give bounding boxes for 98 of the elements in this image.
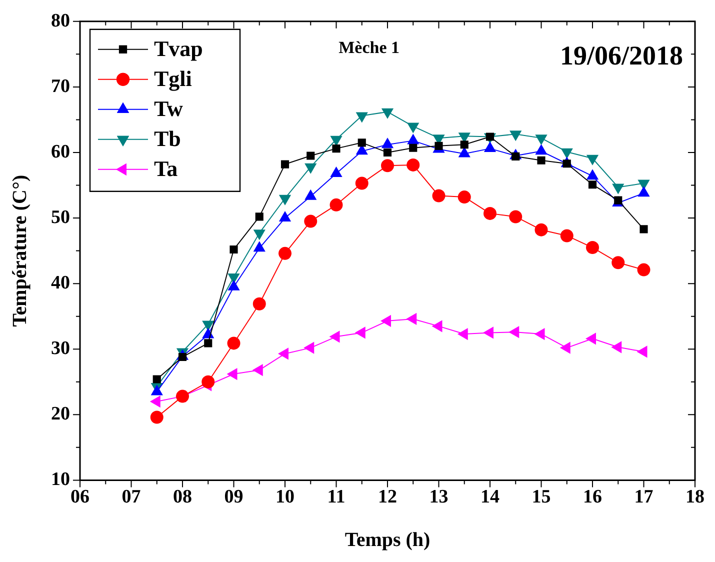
legend-label: Ta [154, 156, 178, 182]
point [278, 348, 288, 360]
point [355, 327, 366, 338]
point [304, 190, 316, 200]
point [586, 241, 599, 254]
point [560, 342, 570, 354]
y-axis-title: Température (C°) [9, 174, 32, 327]
point [176, 390, 189, 403]
point [280, 160, 290, 168]
y-tick-label: 30 [51, 338, 70, 360]
point [330, 330, 340, 342]
point [152, 375, 161, 384]
point [432, 189, 446, 202]
point [588, 180, 597, 189]
legend-label: Tvap [154, 36, 203, 62]
x-tick-label: 17 [634, 486, 654, 508]
point [432, 320, 442, 332]
point [150, 396, 160, 408]
point [383, 148, 392, 157]
x-tick-label: 14 [480, 486, 500, 508]
point [458, 328, 468, 340]
point [586, 332, 596, 344]
x-tick-label: 10 [276, 486, 294, 508]
point [406, 158, 420, 172]
point [509, 326, 520, 338]
point [409, 144, 418, 152]
y-tick-label: 40 [51, 272, 70, 294]
point [204, 339, 212, 348]
point [178, 352, 187, 362]
point [536, 144, 547, 155]
x-axis-title: Temps (h) [344, 529, 430, 552]
point [484, 327, 494, 338]
annotation: 19/06/2018 [560, 40, 683, 70]
point [381, 159, 394, 172]
point [509, 210, 522, 224]
point [637, 346, 648, 358]
point [460, 140, 468, 149]
point [254, 242, 266, 252]
point [304, 342, 314, 354]
point [255, 212, 264, 221]
point [637, 263, 650, 276]
y-tick-label: 70 [51, 76, 70, 97]
point [227, 368, 238, 380]
point [534, 328, 545, 340]
point [230, 245, 238, 254]
point [381, 315, 391, 327]
x-tick-label: 16 [583, 486, 602, 508]
y-tick-label: 80 [51, 10, 70, 32]
point [332, 144, 340, 153]
point [484, 142, 496, 152]
x-tick-label: 15 [532, 486, 551, 508]
point [306, 152, 315, 160]
point [586, 170, 598, 180]
point [406, 313, 417, 325]
legend-label: Tb [154, 126, 181, 152]
x-tick-label: 09 [224, 486, 244, 508]
x-tick-label: 18 [686, 486, 704, 508]
point [486, 132, 494, 141]
point [252, 297, 266, 310]
point [612, 341, 622, 353]
point [150, 410, 164, 424]
point [330, 198, 343, 212]
x-tick-label: 12 [378, 486, 397, 508]
y-tick-label: 60 [51, 141, 70, 162]
y-tick-label: 20 [51, 404, 70, 425]
x-tick-label: 07 [122, 486, 142, 508]
point [382, 138, 394, 148]
point [640, 225, 648, 234]
point [612, 256, 625, 270]
annotation: Mèche 1 [338, 38, 400, 57]
point [458, 190, 471, 204]
point [434, 142, 443, 150]
point [638, 186, 650, 197]
point [484, 206, 496, 220]
point [330, 166, 342, 177]
point [151, 385, 163, 396]
point [228, 280, 240, 290]
x-tick-label: 11 [327, 486, 346, 508]
x-tick-label: 08 [173, 486, 192, 508]
point [227, 336, 240, 350]
legend-label: Tw [154, 96, 184, 122]
point [279, 212, 291, 222]
point [202, 375, 215, 388]
point [278, 246, 292, 260]
point [252, 364, 263, 376]
point [358, 138, 366, 147]
point [407, 134, 419, 144]
y-tick-label: 50 [51, 206, 70, 228]
x-tick-label: 13 [429, 486, 448, 508]
point [355, 176, 368, 190]
y-tick-label: 10 [51, 469, 70, 490]
point [304, 214, 318, 228]
point [534, 223, 548, 236]
legend-label: Tgli [154, 66, 192, 92]
point [458, 147, 470, 158]
x-tick-label: 06 [70, 486, 90, 508]
point [560, 229, 574, 242]
point [537, 156, 546, 164]
